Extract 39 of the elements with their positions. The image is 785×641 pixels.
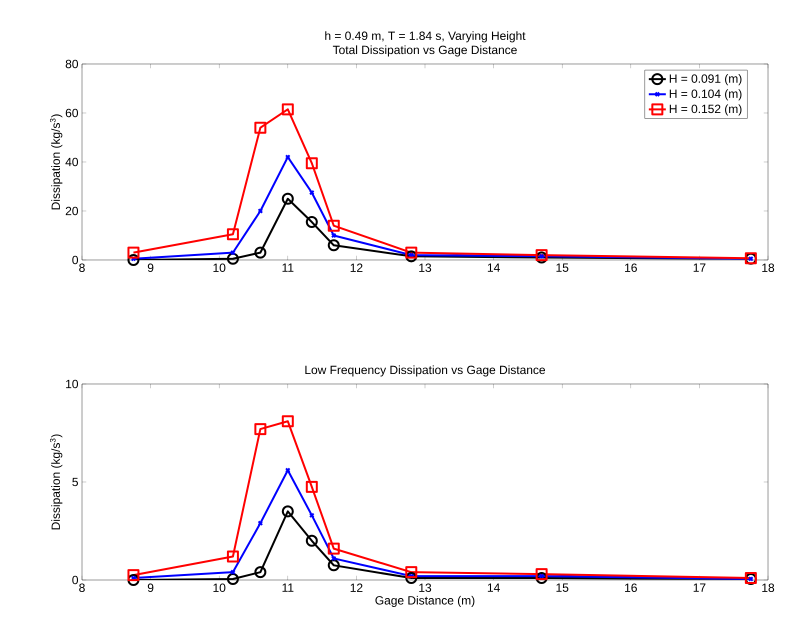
legend-label: H = 0.152 (m) xyxy=(670,104,742,116)
y-tick-label: 5 xyxy=(72,478,78,486)
x-tick-label: 18 xyxy=(762,264,774,272)
x-tick-label: 11 xyxy=(282,264,294,272)
x-tick-label: 10 xyxy=(213,584,226,592)
x-tick-label: 8 xyxy=(79,584,85,592)
y-axis-title: Dissipation (kg/s$^{3}$) xyxy=(50,114,62,210)
legend-label: H = 0.104 (m) xyxy=(670,89,742,100)
x-tick-label: 10 xyxy=(213,264,226,272)
legend-label: H = 0.091 (m) xyxy=(670,74,742,86)
x-tick-label: 15 xyxy=(556,584,568,592)
chart-title: Total Dissipation vs Gage Distance xyxy=(332,45,517,56)
x-tick-label: 17 xyxy=(694,264,706,272)
x-tick-label: 12 xyxy=(350,584,362,592)
x-tick-label: 14 xyxy=(488,584,500,592)
y-axis-title: Dissipation (kg/s$^{3}$) xyxy=(50,434,62,530)
x-tick-label: 16 xyxy=(625,584,637,592)
x-tick-label: 9 xyxy=(148,264,154,272)
x-tick-label: 13 xyxy=(419,264,432,272)
y-tick-label: 10 xyxy=(66,380,78,388)
y-tick-label: 40 xyxy=(65,158,78,166)
y-tick-label: 80 xyxy=(66,60,78,68)
y-tick-label: 0 xyxy=(72,256,78,264)
y-tick-label: 0 xyxy=(72,576,78,584)
x-tick-label: 16 xyxy=(625,264,637,272)
x-tick-label: 15 xyxy=(556,264,568,272)
x-tick-label: 14 xyxy=(488,264,500,272)
chart-subtitle: h = 0.49 m, T = 1.84 s, Varying Height xyxy=(325,31,526,42)
x-axis-title: Gage Distance (m) xyxy=(375,596,474,607)
x-tick-label: 13 xyxy=(419,584,432,592)
x-tick-label: 11 xyxy=(282,584,294,592)
x-tick-label: 18 xyxy=(762,584,774,592)
x-tick-label: 12 xyxy=(350,264,362,272)
y-tick-label: 60 xyxy=(66,108,78,118)
x-tick-label: 8 xyxy=(79,264,85,272)
x-tick-label: 17 xyxy=(694,584,706,592)
x-tick-label: 9 xyxy=(148,584,154,592)
y-tick-label: 20 xyxy=(66,206,78,216)
chart-title: Low Frequency Dissipation vs Gage Distance xyxy=(305,365,546,376)
